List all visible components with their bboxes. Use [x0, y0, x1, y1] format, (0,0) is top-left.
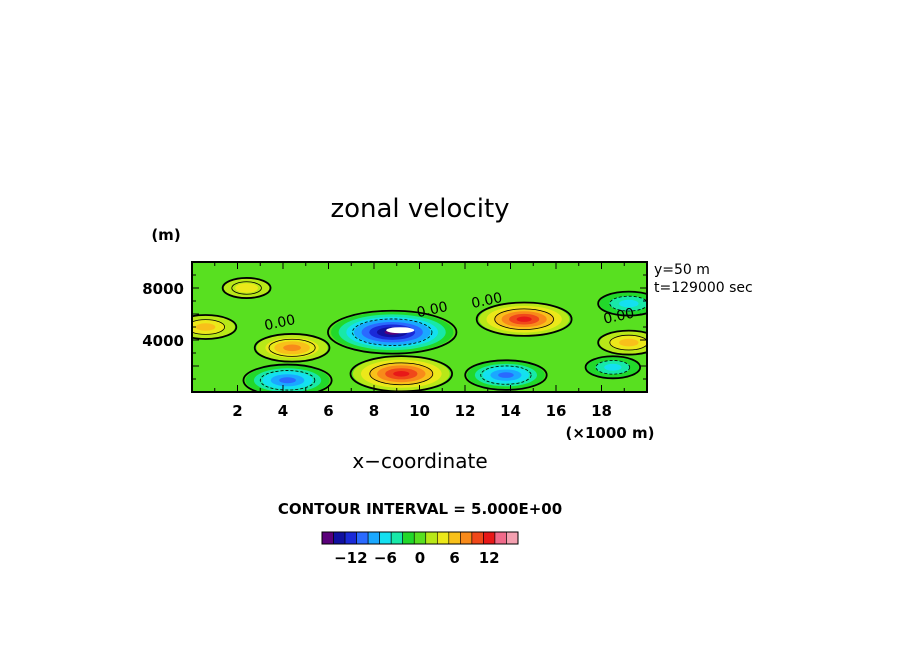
contour-label: 0.00 [470, 290, 504, 312]
contour-line [597, 290, 647, 317]
field-feature [235, 283, 258, 293]
x-tick-label: 2 [232, 402, 242, 420]
contour-line [242, 363, 333, 392]
info-line-t: t=129000 sec [654, 280, 753, 296]
contour-label: 0.00 [263, 312, 297, 334]
x-tick-label: 12 [455, 402, 476, 420]
colorbar-tick-label: 0 [415, 549, 425, 567]
field-feature [619, 338, 639, 347]
contour-line [253, 333, 331, 363]
contour-line [609, 334, 647, 351]
x-tick-label: 16 [546, 402, 567, 420]
contour-label: 0.00 [415, 299, 449, 321]
x-axis-label: x−coordinate [352, 449, 487, 473]
colorbar-swatch [425, 531, 438, 545]
x-axis-units: (×1000 m) [566, 424, 655, 442]
contour-line [268, 338, 316, 357]
colorbar [321, 531, 519, 545]
field-feature [516, 316, 532, 322]
colorbar-swatch [413, 531, 427, 545]
contour-line [221, 277, 272, 299]
colorbar-swatch [471, 531, 484, 545]
colorbar-tick-label: −12 [334, 549, 367, 567]
colorbar-labels: −12 −6 0 6 12 [334, 549, 500, 567]
x-tick-label: 4 [278, 402, 288, 420]
info-line-y: y=50 m [654, 262, 710, 278]
contour-line [352, 318, 433, 346]
x-tick-label: 8 [369, 402, 379, 420]
colorbar-tick-label: −6 [374, 549, 397, 567]
chart-title: zonal velocity [330, 194, 509, 224]
colorbar-tick-label: 6 [449, 549, 459, 567]
colorbar-swatch [483, 531, 496, 545]
colorbar-swatch [344, 531, 357, 545]
colorbar-swatch [494, 531, 507, 545]
contour-line [464, 359, 548, 391]
x-tick-label: 14 [500, 402, 521, 420]
colorbar-swatch [506, 531, 519, 545]
field-feature [604, 363, 622, 371]
colorbar-swatch [460, 531, 473, 545]
contour-line [595, 360, 631, 375]
contour-line [609, 295, 647, 312]
field-feature [195, 323, 216, 331]
x-tick-label: 6 [323, 402, 333, 420]
y-axis: 4000 8000 [142, 274, 647, 380]
field-feature [498, 372, 514, 378]
colorbar-swatch [436, 531, 450, 545]
colorbar-swatch [379, 531, 392, 545]
field-feature [619, 299, 639, 308]
y-axis-units: (m) [151, 226, 180, 244]
contour-line [494, 308, 554, 330]
colorbar-swatch [390, 531, 404, 545]
contour-line [192, 314, 238, 340]
contour-line [231, 281, 262, 295]
contour-line [259, 370, 316, 391]
y-tick-label: 8000 [142, 280, 184, 298]
colorbar-frame [321, 531, 519, 545]
x-axis: 2 4 6 8 10 12 14 16 18 [214, 262, 625, 420]
x-tick-label: 10 [409, 402, 430, 420]
contour-line [597, 329, 647, 356]
plot-area [192, 262, 647, 392]
colorbar-swatch [367, 531, 380, 545]
colorbar-swatch [333, 531, 346, 545]
y-tick-label: 4000 [142, 332, 184, 350]
x-tick-label: 18 [591, 402, 612, 420]
colorbar-swatch [448, 531, 461, 545]
field-feature [283, 344, 301, 352]
contour-line [475, 301, 573, 337]
field-feature [393, 371, 410, 377]
field-feature [279, 377, 296, 384]
colorbar-swatch [321, 531, 334, 545]
contour-line [192, 319, 226, 335]
colorbar-tick-label: 12 [479, 549, 500, 567]
colorbar-swatch [356, 531, 369, 545]
contour-line [480, 365, 532, 385]
contour-line [327, 309, 458, 355]
field-feature-core [386, 327, 415, 334]
colorbar-swatch [402, 531, 415, 545]
contour-label: 0.00 [602, 306, 636, 328]
contour-line [584, 355, 642, 380]
contour-interval-text: CONTOUR INTERVAL = 5.000E+00 [278, 500, 562, 518]
contour-line [369, 362, 434, 386]
